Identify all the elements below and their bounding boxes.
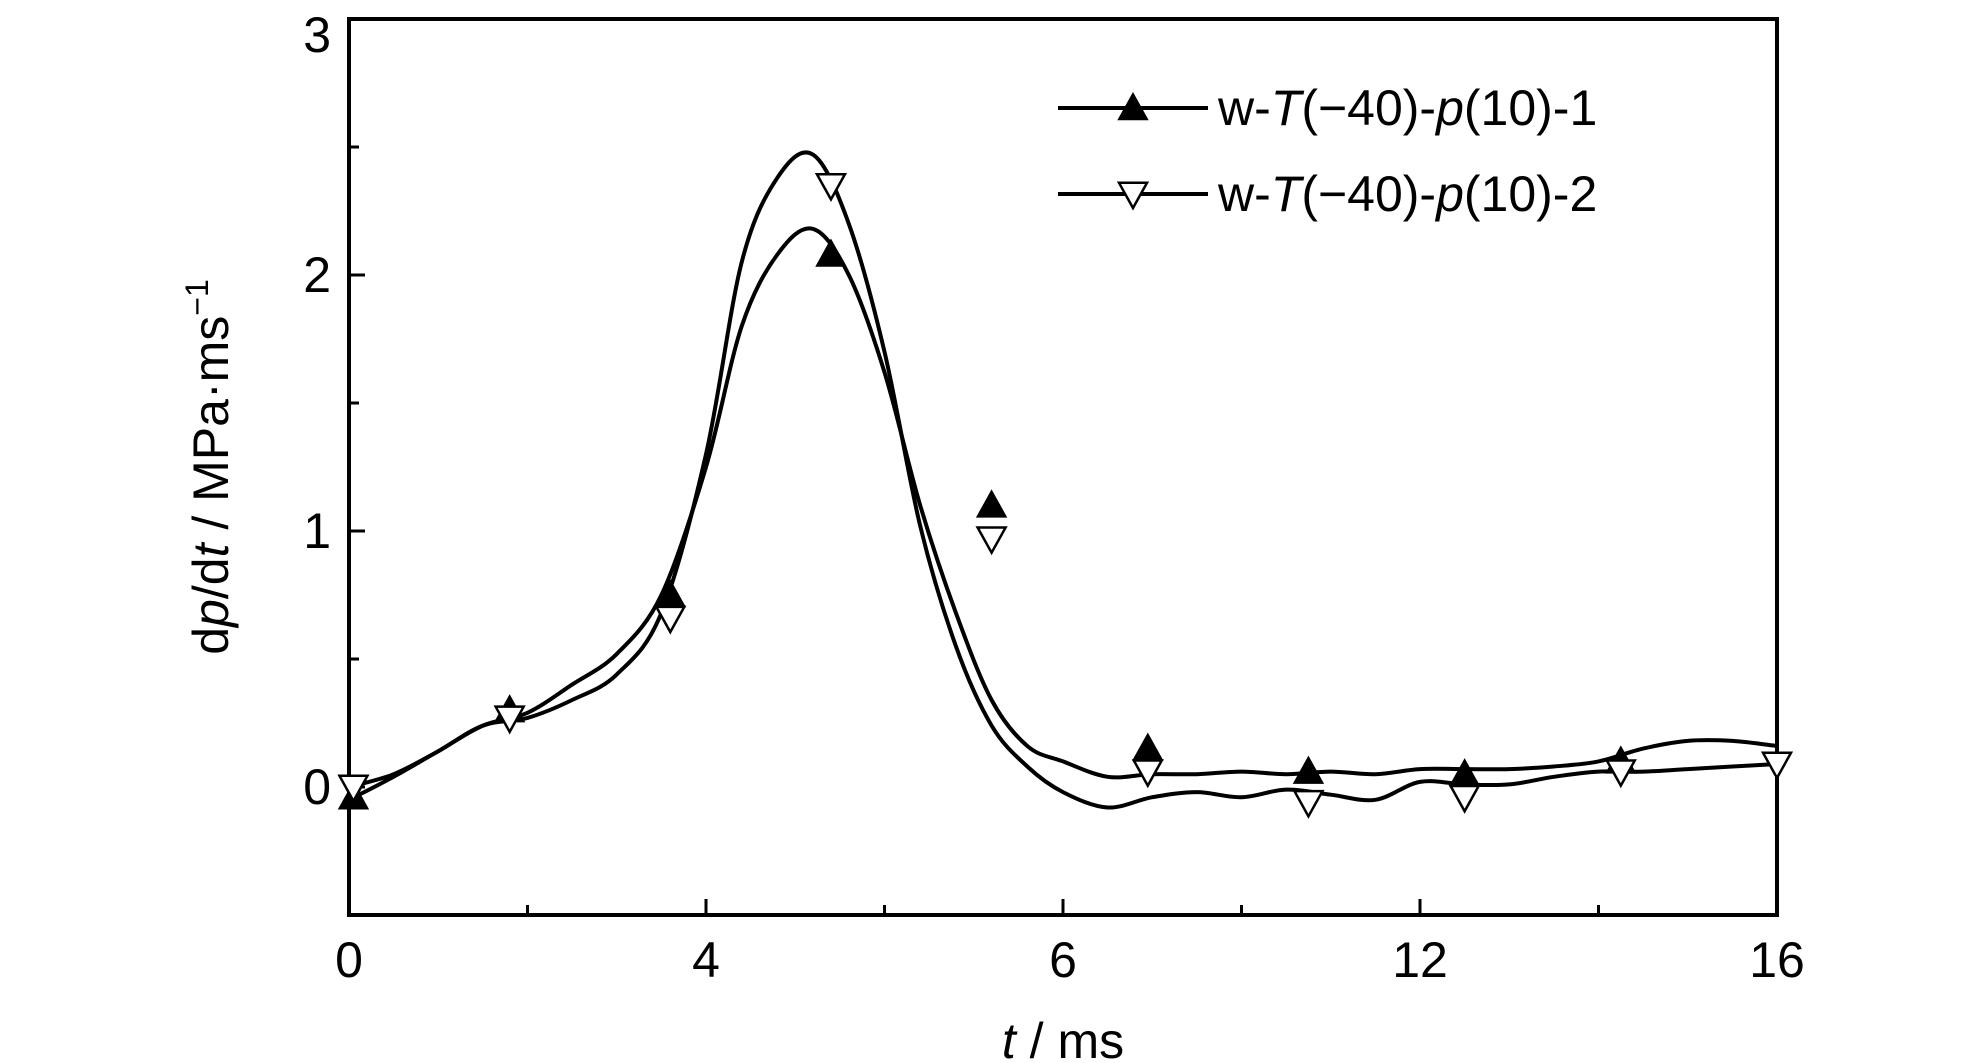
x-axis-var: t xyxy=(1002,1013,1018,1063)
y-axis-var1: p xyxy=(183,599,239,629)
legend-label-1: w-T(−40)-p(10)-1 xyxy=(1217,80,1597,136)
series-2-marker xyxy=(493,705,526,735)
y-tick-label: 1 xyxy=(303,503,331,559)
series-1-marker xyxy=(975,489,1008,518)
x-axis-unit: / ms xyxy=(1016,1013,1124,1063)
series-2-marker xyxy=(1604,759,1637,789)
series-2-marker xyxy=(814,172,848,202)
legend-label-part: T xyxy=(1271,80,1305,136)
y-axis-unit: / MPa·ms xyxy=(183,316,239,544)
plot-frame xyxy=(347,17,1779,917)
legend-marker-1 xyxy=(1117,91,1149,121)
x-tick-label: 0 xyxy=(335,932,363,988)
legend-marker-2 xyxy=(1116,181,1150,211)
y-axis-prefix: d xyxy=(183,627,239,655)
legend-label-2: w-T(−40)-p(10)-2 xyxy=(1217,166,1597,222)
y-axis-var2: t xyxy=(183,541,239,557)
series-2-line xyxy=(348,150,1778,810)
legend-label-part: w- xyxy=(1217,80,1271,136)
series-2-marker xyxy=(654,605,687,635)
y-axis-title: dp/dt / MPa·ms−1 xyxy=(179,279,239,655)
x-tick-label: 16 xyxy=(1749,932,1805,988)
legend-label-part: p xyxy=(1434,80,1464,136)
y-tick-label: 0 xyxy=(303,759,331,815)
series-2-marker xyxy=(1292,789,1325,819)
series-1 xyxy=(337,226,1778,810)
series-2-marker xyxy=(1131,759,1164,789)
series-2-marker xyxy=(1760,751,1794,781)
x-tick-label: 4 xyxy=(692,932,720,988)
y-tick-label: 2 xyxy=(303,247,331,303)
series-1-marker xyxy=(815,238,847,267)
axis-ticks xyxy=(349,145,1600,915)
y-axis-sup: −1 xyxy=(179,279,215,315)
series-2 xyxy=(337,150,1794,819)
series-1-marker xyxy=(1132,732,1164,761)
series-1-marker xyxy=(1292,755,1325,784)
legend-label-part: (−40)- xyxy=(1301,166,1436,222)
series-2-marker xyxy=(975,526,1008,556)
x-axis-title: t / ms xyxy=(1002,1013,1124,1063)
y-tick-label: 3 xyxy=(303,7,331,63)
legend: w-T(−40)-p(10)-1w-T(−40)-p(10)-2 xyxy=(1058,80,1597,222)
legend-label-part: (−40)- xyxy=(1301,80,1436,136)
legend-label-part: (10)-2 xyxy=(1464,166,1597,222)
series-1-line xyxy=(348,226,1778,802)
x-tick-label: 6 xyxy=(1049,932,1077,988)
x-tick-label: 12 xyxy=(1392,932,1448,988)
legend-label-part: T xyxy=(1271,166,1305,222)
series-layer xyxy=(337,150,1794,819)
legend-label-part: p xyxy=(1434,166,1464,222)
y-axis-mid: /d xyxy=(183,557,239,599)
series-2-marker xyxy=(337,774,370,804)
legend-label-part: (10)-1 xyxy=(1464,80,1597,136)
series-2-marker xyxy=(1448,784,1481,814)
legend-label-part: w- xyxy=(1217,166,1271,222)
